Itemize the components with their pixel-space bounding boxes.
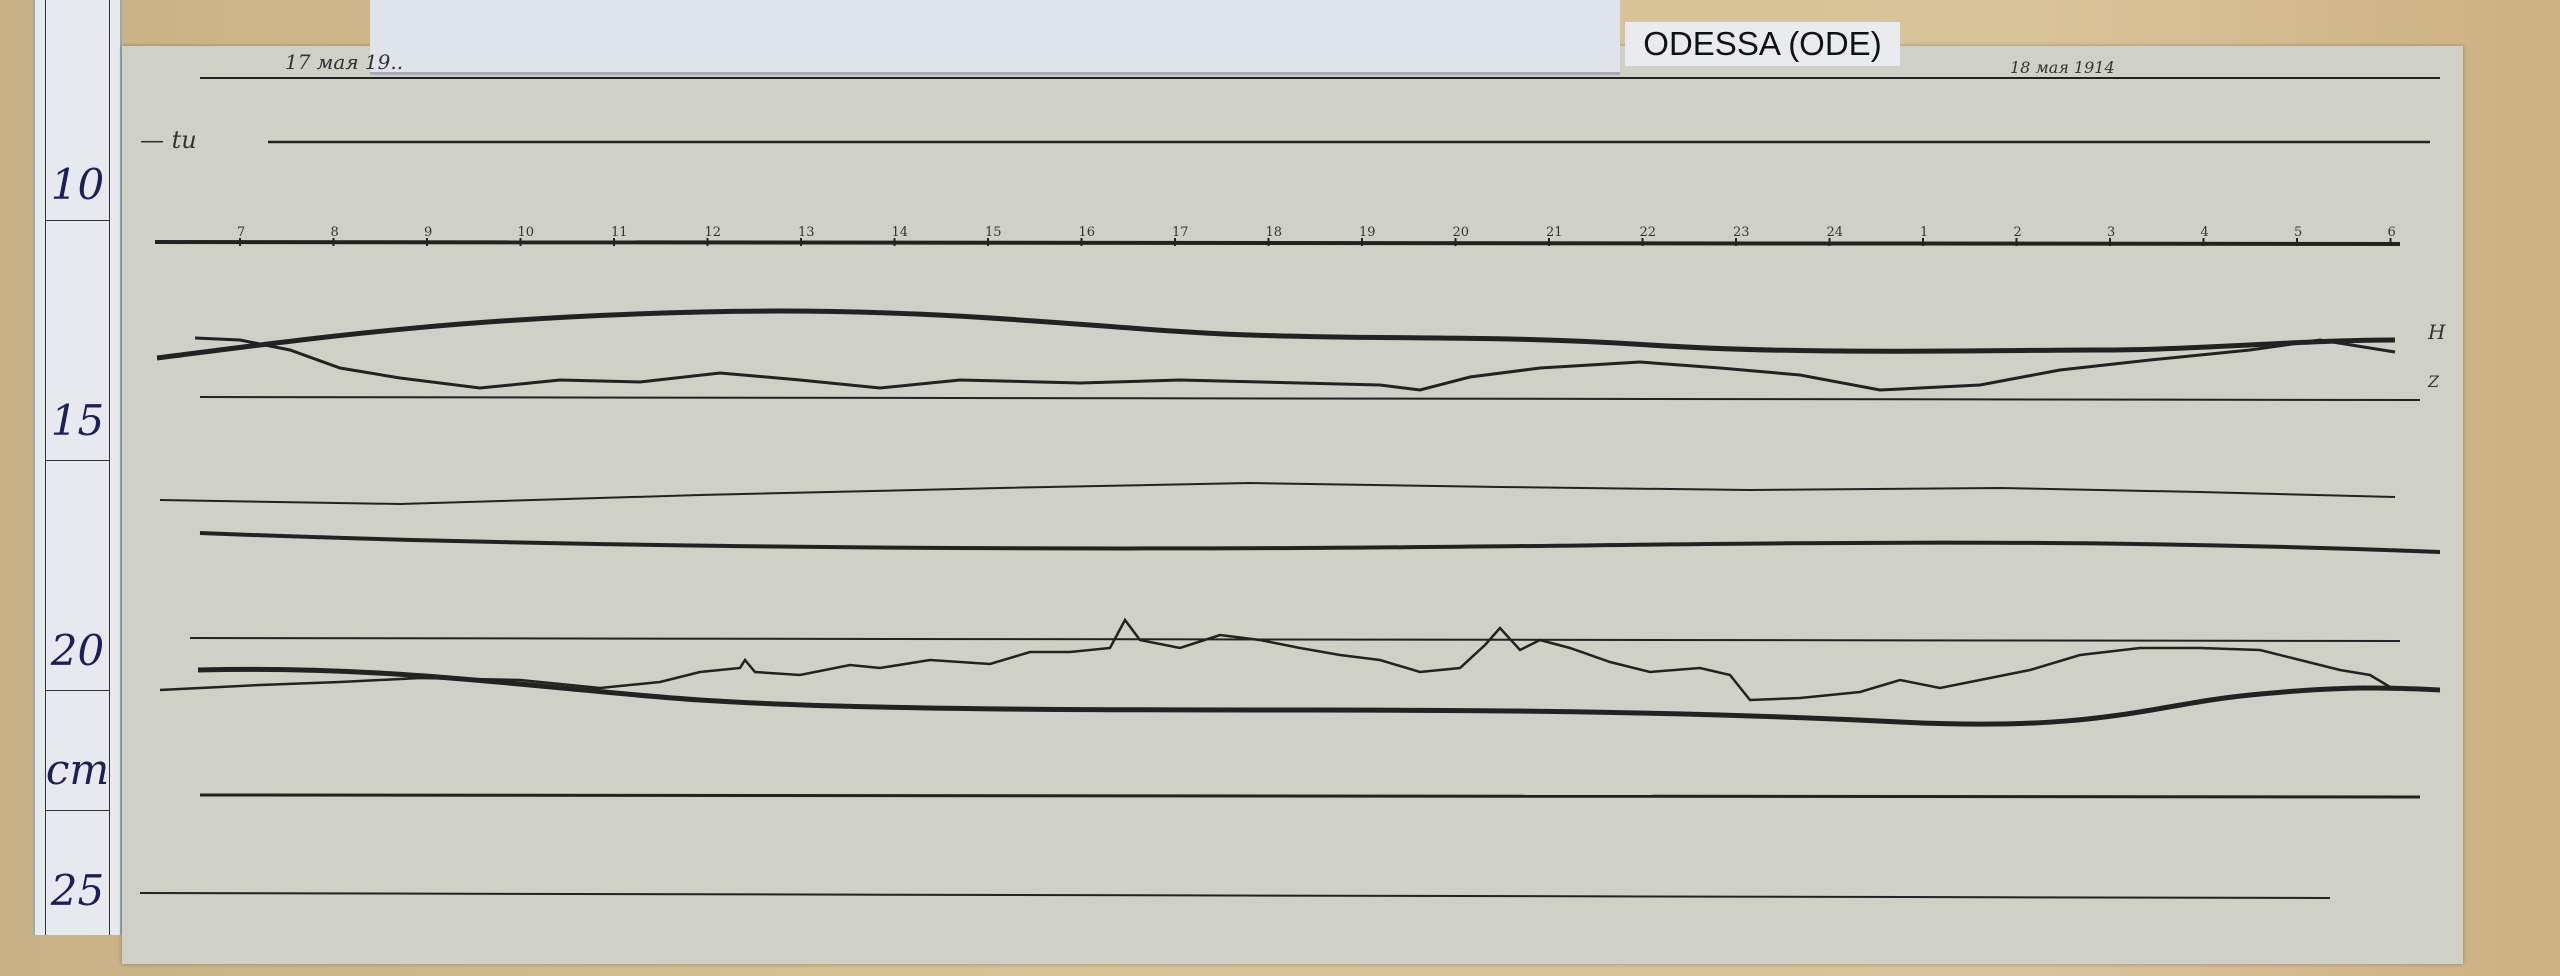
hour-tick-label: 14 [892,225,909,240]
trace-h-smooth [156,308,2396,361]
hour-tick-label: 10 [518,225,535,240]
baseline-d [189,637,2401,642]
hour-tick-label: 16 [1079,225,1096,240]
trace-label-z: Z [2428,372,2440,391]
top-card [370,0,1620,75]
hour-tick-label: 21 [1546,225,1563,240]
hour-tick-label: 17 [1172,225,1189,240]
hour-tick-label: 7 [237,225,245,240]
cm-ruler: 10 15 20 cm 25 [33,0,122,935]
hour-tick-label: 24 [1827,225,1844,240]
hour-tick-label: 15 [985,225,1002,240]
trace-d-variable [159,617,2396,702]
hour-tick-label: 8 [331,225,339,240]
trace-d-smooth [197,666,2441,727]
hour-tick-label: 2 [2014,225,2022,240]
hour-tick-label: 12 [705,225,722,240]
hour-tick-label: 5 [2294,225,2302,240]
hour-tick-label: 9 [424,225,432,240]
hour-tick-label: 1 [1920,225,1928,240]
date-right: 18 мая 1914 [2010,58,2115,77]
bottom-rule [139,892,2331,899]
trace-middle-smooth [199,531,2441,554]
baseline-label: — tu [140,126,197,154]
time-axis-bottom [199,793,2421,799]
ruler-mark-15: 15 [50,396,105,445]
trace-upper-thin [159,481,2396,506]
hour-tick-label: 4 [2201,225,2209,240]
station-label: ODESSA (ODE) [1625,22,1900,66]
time-axis-top [154,240,2401,246]
baseline-h [199,396,2421,401]
hour-tick-label: 23 [1733,225,1750,240]
hour-tick-label: 3 [2107,225,2115,240]
trace-label-h: H [2428,320,2446,344]
hour-tick-label: 20 [1453,225,1470,240]
trace-z-variable [194,336,2396,392]
date-left: 17 мая 19.. [285,50,404,74]
ruler-mark-10: 10 [50,160,105,209]
hour-tick-label: 18 [1266,225,1283,240]
hour-tick-label: 19 [1359,225,1376,240]
ruler-unit: cm [45,745,110,794]
ruler-mark-25: 25 [50,866,105,915]
ruler-mark-20: 20 [50,626,105,675]
hour-tick-label: 6 [2388,225,2396,240]
hour-tick-label: 11 [611,225,628,240]
hour-tick-label: 22 [1640,225,1657,240]
magnetogram-sheet [122,46,2463,964]
hour-tick-label: 13 [798,225,815,240]
